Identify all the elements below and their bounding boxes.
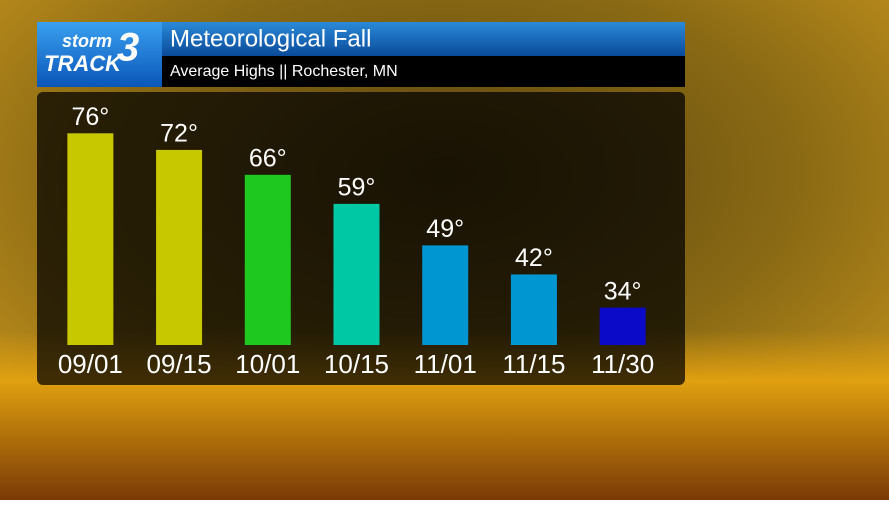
value-label: 66°	[249, 144, 287, 172]
bar	[422, 245, 469, 345]
value-label: 49°	[426, 215, 464, 243]
x-tick-label: 11/01	[414, 349, 477, 379]
subtitle-bar	[162, 56, 685, 87]
x-tick-label: 10/01	[235, 349, 300, 379]
value-label: 76°	[71, 103, 109, 131]
bar	[244, 174, 291, 345]
x-tick-label: 11/15	[502, 349, 565, 379]
bar	[333, 203, 380, 345]
x-tick-label: 10/15	[324, 349, 389, 379]
logo-number: 3	[117, 26, 139, 70]
bar	[156, 149, 203, 345]
x-tick-label: 09/01	[58, 349, 123, 379]
value-label: 59°	[338, 173, 376, 201]
chart-subtitle: Average Highs || Rochester, MN	[170, 63, 398, 80]
x-tick-label: 09/15	[147, 349, 212, 379]
logo-text: storm	[62, 31, 112, 51]
bar	[599, 307, 646, 345]
value-label: 34°	[604, 277, 642, 305]
bar	[67, 133, 114, 345]
logo-box	[37, 22, 162, 87]
x-tick-label: 11/30	[591, 349, 654, 379]
chart-title: Meteorological Fall	[170, 25, 371, 52]
bar	[510, 274, 557, 345]
logo-text: TRACK	[44, 51, 123, 76]
value-label: 72°	[160, 120, 198, 148]
value-label: 42°	[515, 244, 553, 272]
title-bar	[162, 22, 685, 56]
